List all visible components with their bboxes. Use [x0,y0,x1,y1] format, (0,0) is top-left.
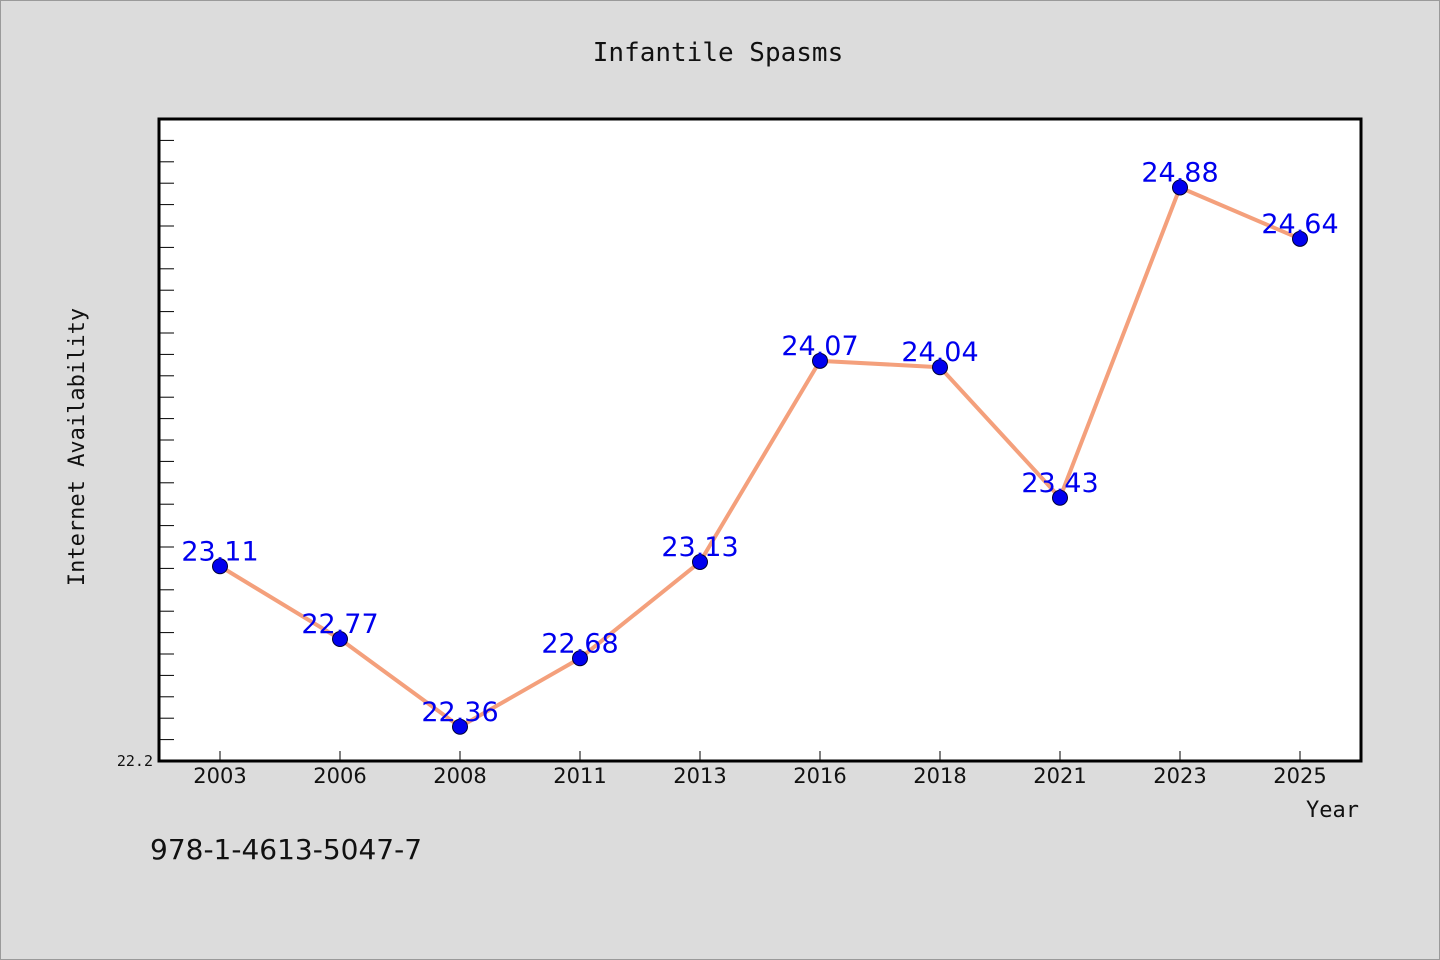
x-tick-label: 2003 [193,764,246,788]
data-point [932,359,948,376]
data-label: 23.11 [181,536,258,567]
x-tick-label: 2021 [1033,764,1086,788]
x-axis-label: Year [1306,798,1359,823]
data-markers [212,179,1308,735]
x-tick-label: 2008 [433,764,486,788]
x-tick-labels: 2003 2006 2008 2011 2013 2016 2018 2021 2023 2025 [193,764,1326,788]
data-label: 24.88 [1141,157,1218,188]
data-label: 23.43 [1021,468,1098,499]
y-axis-ticks [159,139,174,741]
footer-code: 978-1-4613-5047-7 [150,833,423,866]
data-point [452,718,468,735]
data-point [572,650,588,667]
y-axis-label: Internet Availability [65,308,90,586]
x-tick-label: 2013 [673,764,726,788]
chart-title: Infantile Spasms [593,38,843,68]
data-label: 22.36 [421,697,498,728]
data-label: 24.64 [1261,209,1338,240]
data-label: 22.77 [301,609,378,640]
data-point [1172,179,1188,196]
data-label: 23.13 [661,532,738,563]
data-label: 24.04 [901,337,978,368]
data-label: 24.07 [781,331,858,362]
x-tick-label: 2006 [313,764,366,788]
x-tick-label: 2025 [1273,764,1326,788]
x-tick-label: 2011 [553,764,606,788]
data-point [1292,230,1308,247]
data-point [212,558,228,575]
data-point [332,631,348,648]
x-axis-ticks [219,751,1301,761]
series-line [218,185,1301,729]
y-tick-label: 22.2 [117,752,153,770]
data-point [1052,489,1068,506]
data-point [692,553,708,570]
data-label: 22.68 [541,628,618,659]
x-tick-label: 2016 [793,764,846,788]
plot-area [157,117,1363,763]
data-point [812,352,828,369]
x-tick-label: 2023 [1153,764,1206,788]
data-labels: 23.11 22.77 22.36 22.68 23.13 24.07 24.04 23.43… [181,157,1338,727]
x-tick-label: 2018 [913,764,966,788]
y-tick-labels: 22.2 [117,752,153,770]
